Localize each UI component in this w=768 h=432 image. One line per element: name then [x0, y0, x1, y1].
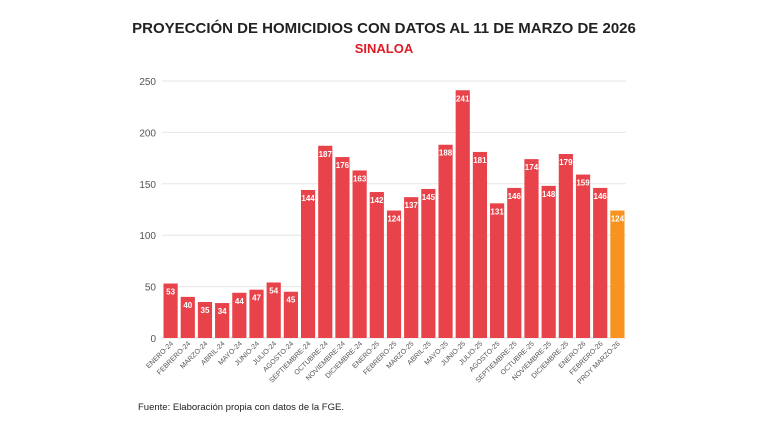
bar [232, 292, 247, 338]
bar [386, 210, 402, 338]
y-tick-label: 150 [139, 180, 156, 191]
data-label: 137 [405, 201, 419, 210]
bar [490, 203, 505, 338]
bar [524, 159, 539, 338]
data-label: 124 [611, 215, 625, 224]
bar [266, 282, 281, 338]
data-label: 34 [218, 307, 227, 316]
bar [472, 151, 488, 338]
y-tick-label: 0 [150, 334, 156, 345]
data-label: 159 [576, 179, 590, 188]
bar [593, 187, 608, 338]
source-note: Fuente: Elaboración propia con datos de … [138, 402, 344, 413]
data-label: 45 [286, 296, 295, 305]
bar [335, 157, 350, 338]
bar [404, 197, 419, 338]
bar [352, 170, 367, 338]
data-label: 142 [370, 196, 384, 205]
data-label: 47 [252, 294, 261, 303]
data-label: 35 [201, 306, 210, 315]
bar [197, 302, 213, 338]
data-label: 131 [490, 207, 504, 216]
bar [163, 283, 178, 338]
data-label: 181 [473, 156, 487, 165]
data-label: 148 [542, 190, 556, 199]
bar [215, 303, 230, 338]
y-tick-label: 100 [139, 231, 156, 242]
data-label: 124 [387, 215, 401, 224]
data-label: 176 [336, 161, 350, 170]
bar [507, 187, 522, 338]
bar [558, 153, 573, 338]
bar [541, 185, 556, 338]
bar [610, 210, 625, 338]
bar [249, 289, 264, 338]
bar [369, 192, 384, 338]
data-label: 144 [301, 194, 315, 203]
data-label: 179 [559, 158, 573, 167]
data-label: 53 [166, 288, 175, 297]
bar [318, 145, 333, 338]
bar [438, 144, 453, 338]
data-label: 188 [439, 149, 453, 158]
data-label: 241 [456, 94, 470, 103]
y-tick-label: 250 [139, 77, 156, 88]
y-tick-label: 200 [139, 128, 156, 139]
chart-title: PROYECCIÓN DE HOMICIDIOS CON DATOS AL 11… [132, 20, 636, 37]
y-tick-label: 50 [145, 283, 157, 294]
bar [180, 296, 195, 338]
data-label: 146 [508, 192, 522, 201]
bar [455, 90, 470, 338]
bar [283, 291, 298, 338]
data-label: 174 [525, 163, 539, 172]
data-label: 187 [319, 150, 333, 159]
data-label: 40 [183, 301, 192, 310]
bar [421, 188, 436, 338]
bar [300, 189, 316, 338]
data-label: 145 [422, 193, 436, 202]
data-label: 44 [235, 297, 244, 306]
chart-subtitle: SINALOA [354, 41, 414, 56]
data-label: 146 [594, 192, 608, 201]
data-label: 54 [269, 286, 278, 295]
bar [575, 174, 591, 338]
data-label: 163 [353, 174, 367, 183]
